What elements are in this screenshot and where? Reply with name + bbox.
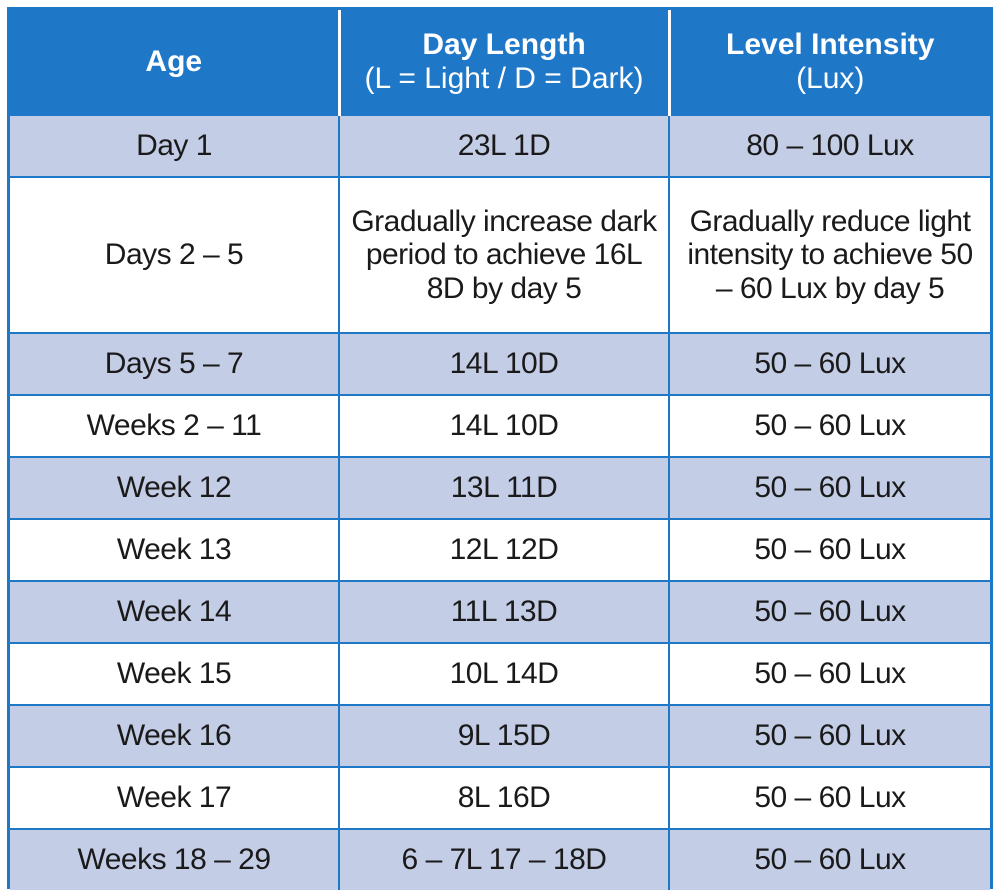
header-intensity: Level Intensity (Lux) [667, 10, 990, 115]
header-age-label: Age [145, 45, 203, 79]
cell-intensity: 80 – 100 Lux [668, 114, 990, 177]
header-day-length: Day Length (L = Light / D = Dark) [337, 10, 669, 115]
table-row: Weeks 18 – 29 6 – 7L 17 – 18D 50 – 60 Lu… [10, 828, 990, 890]
cell-age: Days 5 – 7 [10, 332, 339, 395]
lighting-program-table: Age Day Length (L = Light / D = Dark) Le… [10, 10, 990, 890]
cell-intensity: Gradually reduce light intensity to achi… [668, 176, 990, 333]
table-row: Day 1 23L 1D 80 – 100 Lux [10, 114, 990, 177]
cell-intensity: 50 – 60 Lux [668, 704, 990, 767]
header-row: Age Day Length (L = Light / D = Dark) Le… [10, 10, 990, 115]
cell-day-length: 23L 1D [338, 114, 669, 177]
cell-age: Week 16 [10, 704, 339, 767]
cell-intensity: 50 – 60 Lux [668, 332, 990, 395]
header-intensity-label: Level Intensity [726, 28, 935, 62]
cell-intensity: 50 – 60 Lux [668, 456, 990, 519]
cell-age: Week 15 [10, 642, 339, 705]
table-row: Days 2 – 5 Gradually increase dark perio… [10, 176, 990, 333]
cell-day-length: 14L 10D [338, 394, 669, 457]
table-row: Week 12 13L 11D 50 – 60 Lux [10, 456, 990, 519]
cell-intensity: 50 – 60 Lux [668, 828, 990, 890]
table-row: Week 13 12L 12D 50 – 60 Lux [10, 518, 990, 581]
lighting-table-frame: Age Day Length (L = Light / D = Dark) Le… [7, 7, 993, 890]
cell-day-length: 11L 13D [338, 580, 669, 643]
table-header: Age Day Length (L = Light / D = Dark) Le… [10, 10, 990, 115]
cell-intensity: 50 – 60 Lux [668, 766, 990, 829]
table-row: Week 15 10L 14D 50 – 60 Lux [10, 642, 990, 705]
table-row: Days 5 – 7 14L 10D 50 – 60 Lux [10, 332, 990, 395]
cell-day-length: 6 – 7L 17 – 18D [338, 828, 669, 890]
header-day-length-sublabel: (L = Light / D = Dark) [364, 62, 644, 95]
cell-day-length: Gradually increase dark period to achiev… [338, 176, 669, 333]
cell-age: Week 17 [10, 766, 339, 829]
cell-age: Day 1 [10, 114, 339, 177]
table-body: Day 1 23L 1D 80 – 100 Lux Days 2 – 5 Gra… [10, 114, 990, 890]
header-intensity-sublabel: (Lux) [796, 62, 865, 95]
cell-age: Week 12 [10, 456, 339, 519]
cell-age: Days 2 – 5 [10, 176, 339, 333]
cell-intensity: 50 – 60 Lux [668, 580, 990, 643]
cell-day-length: 14L 10D [338, 332, 669, 395]
header-age: Age [10, 10, 339, 115]
header-day-length-label: Day Length [422, 28, 586, 62]
table-row: Weeks 2 – 11 14L 10D 50 – 60 Lux [10, 394, 990, 457]
cell-day-length: 10L 14D [338, 642, 669, 705]
cell-age: Weeks 2 – 11 [10, 394, 339, 457]
cell-intensity: 50 – 60 Lux [668, 518, 990, 581]
cell-age: Week 13 [10, 518, 339, 581]
cell-day-length: 8L 16D [338, 766, 669, 829]
cell-intensity: 50 – 60 Lux [668, 394, 990, 457]
table-row: Week 16 9L 15D 50 – 60 Lux [10, 704, 990, 767]
cell-age: Week 14 [10, 580, 339, 643]
cell-age: Weeks 18 – 29 [10, 828, 339, 890]
cell-intensity: 50 – 60 Lux [668, 642, 990, 705]
cell-day-length: 12L 12D [338, 518, 669, 581]
cell-day-length: 9L 15D [338, 704, 669, 767]
table-row: Week 17 8L 16D 50 – 60 Lux [10, 766, 990, 829]
table-row: Week 14 11L 13D 50 – 60 Lux [10, 580, 990, 643]
cell-day-length: 13L 11D [338, 456, 669, 519]
